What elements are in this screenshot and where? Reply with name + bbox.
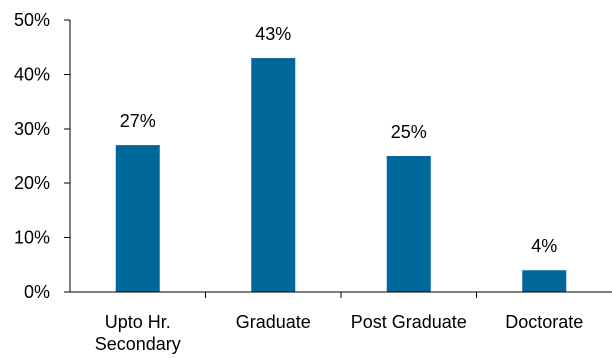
category-label: Post Graduate <box>351 312 467 332</box>
category-label: Upto Hr. Secondary <box>95 312 181 354</box>
bar <box>115 145 160 292</box>
category-label: Doctorate <box>505 312 583 332</box>
data-label: 4% <box>531 236 557 256</box>
category-labels: Upto Hr. Secondary Graduate Post Graduate Do… <box>95 312 584 354</box>
bar <box>386 156 431 292</box>
y-tick-label: 10% <box>14 228 50 248</box>
y-tick-label: 30% <box>14 119 50 139</box>
bar <box>522 270 567 292</box>
y-tick-label: 50% <box>14 10 50 30</box>
y-tick-label: 40% <box>14 64 50 84</box>
bar <box>251 58 296 292</box>
data-label: 43% <box>255 24 291 44</box>
data-label: 27% <box>120 111 156 131</box>
y-axis-ticks: 0% 10% 20% 30% 40% 50% <box>14 10 70 302</box>
data-labels: 27% 43% 25% 4% <box>120 24 558 256</box>
y-tick-label: 20% <box>14 173 50 193</box>
bars <box>115 58 567 292</box>
y-tick-label: 0% <box>24 282 50 302</box>
data-label: 25% <box>391 122 427 142</box>
category-label: Graduate <box>236 312 311 332</box>
x-axis-ticks <box>205 292 477 298</box>
